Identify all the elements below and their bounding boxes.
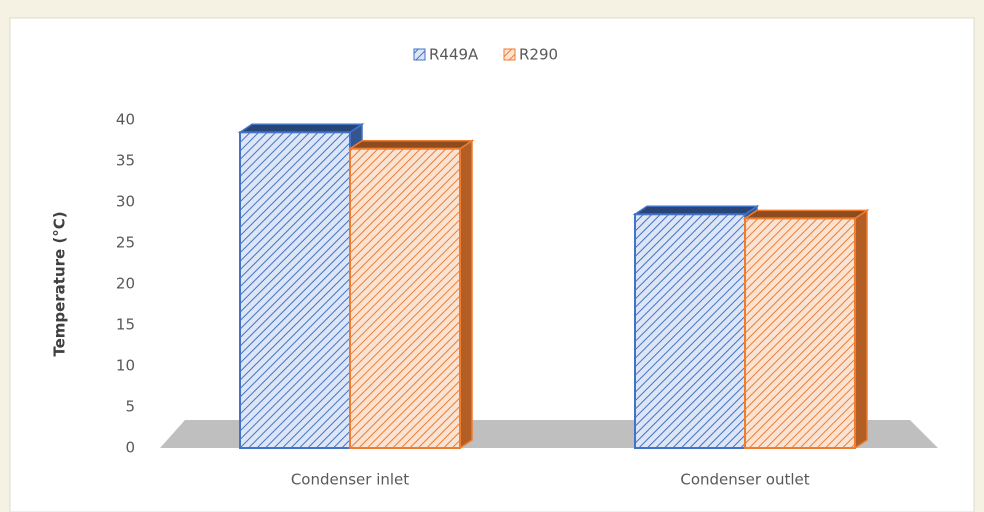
- y-tick-label: 10: [116, 357, 135, 375]
- y-tick-label: 0: [125, 439, 135, 457]
- y-tick-label: 20: [116, 275, 135, 293]
- bar-front: [239, 131, 351, 450]
- y-tick-label: 35: [116, 152, 135, 170]
- bar-top: [237, 123, 365, 134]
- y-tick-label: 5: [125, 398, 135, 416]
- legend-swatch: [503, 48, 516, 61]
- bar-front: [634, 213, 746, 449]
- bar: [742, 208, 870, 450]
- bar-top: [742, 209, 870, 220]
- bar-side: [459, 139, 473, 450]
- bar: [632, 204, 760, 450]
- x-tick-label: Condenser outlet: [680, 471, 809, 489]
- legend-label: R290: [519, 46, 558, 64]
- y-tick-label: 40: [116, 111, 135, 129]
- legend-label: R449A: [429, 46, 479, 64]
- bar-front: [744, 217, 856, 449]
- bar-top: [632, 205, 760, 216]
- bar: [347, 139, 475, 450]
- x-tick-label: Condenser inlet: [291, 471, 409, 489]
- y-tick-label: 15: [116, 316, 135, 334]
- y-tick-label: 25: [116, 234, 135, 252]
- bar-top: [347, 139, 475, 150]
- bar: [237, 122, 365, 450]
- legend-swatch: [413, 48, 426, 61]
- y-axis-title: Temperature (°C): [51, 211, 69, 356]
- bar-front: [349, 147, 461, 449]
- y-tick-label: 30: [116, 193, 135, 211]
- bar-side: [854, 208, 868, 450]
